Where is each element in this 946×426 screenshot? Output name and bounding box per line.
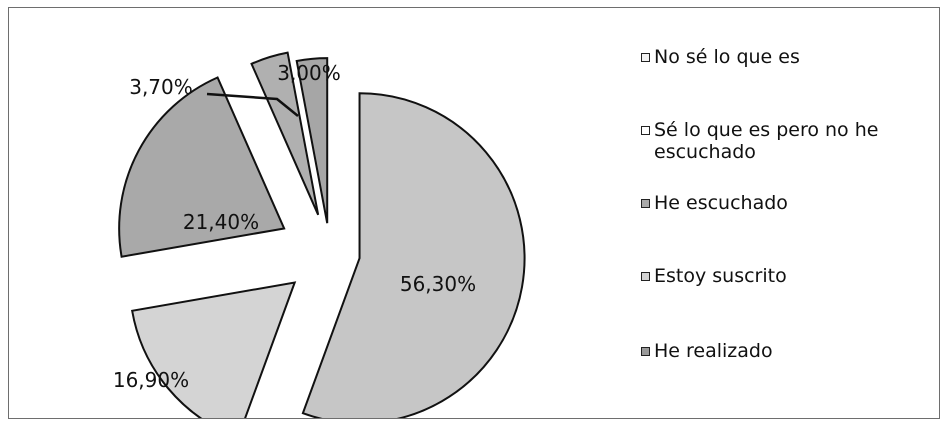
legend-item-no-se: No sé lo que es (641, 46, 934, 68)
slice-value-label: 3,70% (129, 75, 193, 99)
legend-swatch (641, 199, 650, 208)
legend-label: He realizado (654, 340, 773, 362)
chart-frame: 3,00% 3,70% 21,40% 16,90% 56,30% No sé lo qu… (8, 7, 940, 419)
slice-value-label: 16,90% (113, 368, 189, 392)
slice-value-label: 21,40% (183, 210, 259, 234)
leader-line (206, 92, 299, 117)
pie-slice (130, 281, 297, 418)
pie-slice (118, 76, 286, 258)
legend-item-se-lo-que-es: Sé lo que es pero no he escuchado (641, 119, 934, 163)
pie-slice (250, 51, 320, 216)
legend-swatch (641, 272, 650, 281)
legend-item-estoy-suscrito: Estoy suscrito (641, 265, 934, 287)
legend-label: No sé lo que es (654, 46, 800, 68)
slice-value-label: 3,00% (277, 61, 341, 85)
legend-label: He escuchado (654, 192, 788, 214)
legend-item-he-escuchado: He escuchado (641, 192, 934, 214)
pie-slice (295, 57, 329, 224)
legend-swatch (641, 53, 650, 62)
legend-label: Sé lo que es pero no he escuchado (654, 119, 879, 163)
legend-item-he-realizado: He realizado (641, 340, 934, 362)
legend-label: Estoy suscrito (654, 265, 787, 287)
slice-value-label: 56,30% (400, 272, 476, 296)
legend-swatch (641, 347, 650, 356)
pie-slice (301, 92, 526, 418)
pie-chart: 3,00% 3,70% 21,40% 16,90% 56,30% (113, 51, 526, 418)
legend-swatch (641, 126, 650, 135)
